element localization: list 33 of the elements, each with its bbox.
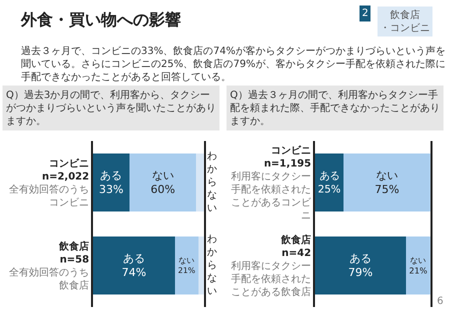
text: 過去３ヶ月で、コンビニの33%、飲食店の74%が客からタクシーがつかまりづらいという声を聞いている。さらにコンビニの25%、飲食店の79%が、客からタクシー手配を依頼された際に手配できなかったことがあると回答している。 [21,45,446,83]
text: 飲食店・コンビニ [380,9,430,34]
bar [92,236,175,295]
series-label: ない [410,254,426,265]
series-label: ある [100,168,122,182]
y-tick-label: 飲食店 n=58 全有効回答のうち飲食店 [9,240,90,292]
data-label: 74% [122,266,146,280]
text: 6 [437,296,444,307]
text: ある [122,252,145,265]
data-label: 33% [98,183,124,196]
data-label: 75% [374,183,400,196]
text: わからない [207,234,217,297]
bar [196,153,204,212]
text: ない [152,168,174,182]
y-tick-label: コンビニ n=1,195 利用客にタクシー手配を依頼されたことがあるコンビニ [231,144,312,222]
bar [198,236,204,295]
data-label: 79% [348,266,373,280]
data-label: 60% [150,183,176,196]
bar [174,236,198,295]
data-label: 25% [318,183,341,196]
chart-title: Q）過去3か月の間で、利用客から、タクシーがつかまりづらいという声を聞いたことがありますか。 [6,89,216,127]
text: 2 [362,8,368,19]
bar [92,153,130,212]
y-tick-label: 飲食店 n=42 利用客にタクシー手配を依頼されたことがある飲食店 [231,234,312,298]
text: 外食・買い物への影響 [20,10,181,29]
data-label: 21% [409,266,428,276]
y-tick-label: コンビニ n=2,022 全有効回答のうちコンビニ [9,157,90,208]
text: ない [376,168,398,182]
chart-title: Q）過去３ヶ月の間で、利用客からタクシー手配を頼まれた際、手配できなかったことがありますか。 [230,89,440,127]
text: ある [349,252,372,265]
series-label: ある [319,170,340,182]
series-label: わからない [207,151,217,214]
bar [129,153,196,212]
